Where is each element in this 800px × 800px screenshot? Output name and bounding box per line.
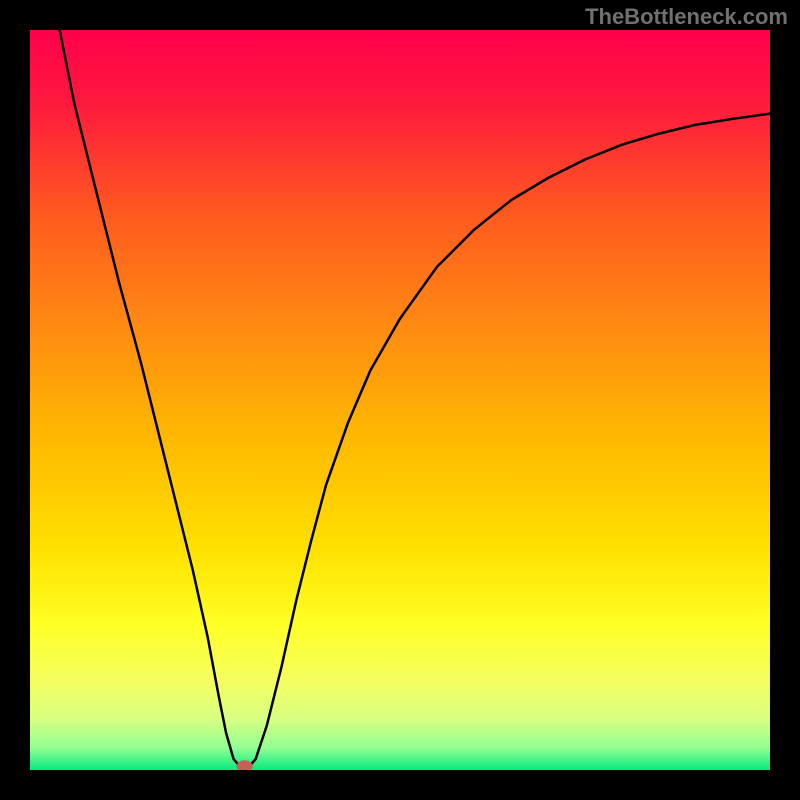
chart-container: TheBottleneck.com [0,0,800,800]
gradient-background [30,30,770,770]
plot-area [30,30,770,770]
chart-svg [30,30,770,770]
watermark-label: TheBottleneck.com [585,4,788,30]
